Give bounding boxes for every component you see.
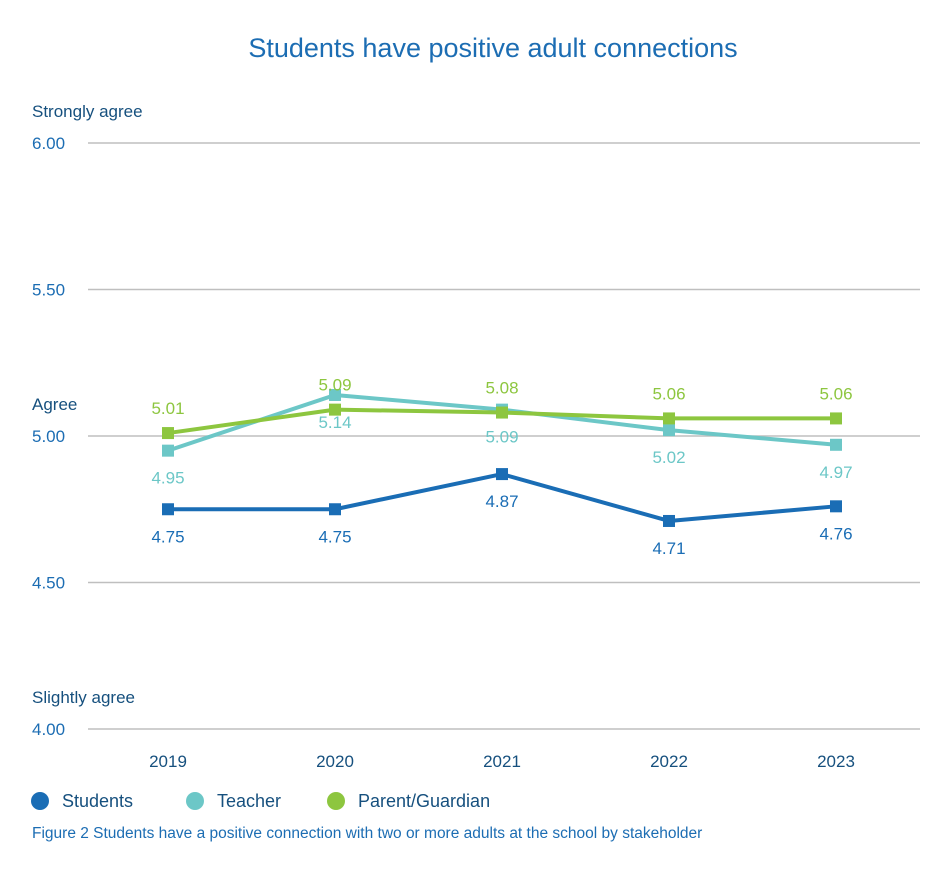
data-label: 5.09	[318, 376, 351, 395]
data-label: 4.97	[819, 463, 852, 482]
data-label: 4.87	[485, 492, 518, 511]
data-point	[329, 503, 341, 516]
chart-title: Students have positive adult connections	[248, 33, 737, 63]
y-tick-label: 5.50	[32, 281, 65, 300]
data-labels: 4.75 4.75 4.87 4.71 4.76 4.95 5.14 5.09 5.02 4.97…	[151, 376, 852, 558]
data-point	[162, 444, 174, 457]
legend-swatch	[31, 792, 49, 810]
scale-label: Agree	[32, 395, 77, 414]
legend-label: Parent/Guardian	[358, 791, 490, 811]
data-point	[830, 500, 842, 513]
x-tick-label: 2021	[483, 752, 521, 771]
data-point	[496, 468, 508, 481]
data-label: 4.75	[318, 527, 351, 546]
series-students	[162, 468, 842, 527]
data-point	[329, 403, 341, 416]
data-point	[663, 514, 675, 527]
data-label: 5.06	[819, 384, 852, 403]
data-label: 5.06	[652, 384, 685, 403]
data-point	[663, 412, 675, 425]
legend-label: Students	[62, 791, 133, 811]
y-tick-label: 5.00	[32, 427, 65, 446]
data-label: 5.09	[485, 428, 518, 447]
data-label: 4.75	[151, 527, 184, 546]
data-point	[830, 412, 842, 425]
data-point	[663, 424, 675, 437]
data-label: 5.08	[485, 379, 518, 398]
scale-label: Strongly agree	[32, 102, 143, 121]
data-point	[329, 388, 341, 401]
data-point	[496, 406, 508, 419]
legend-item: Students	[31, 791, 133, 811]
series	[162, 388, 842, 527]
x-tick-label: 2019	[149, 752, 187, 771]
data-label: 4.76	[819, 524, 852, 543]
x-axis-ticks: 2019 2020 2021 2022 2023	[149, 752, 855, 771]
data-point	[162, 503, 174, 516]
scale-labels: Strongly agree Agree Slightly agree	[32, 102, 143, 707]
legend-swatch	[186, 792, 204, 810]
figure-caption: Figure 2 Students have a positive connec…	[32, 825, 702, 842]
data-label: 4.71	[652, 539, 685, 558]
y-tick-label: 4.00	[32, 720, 65, 739]
data-label: 4.95	[151, 469, 184, 488]
x-tick-label: 2020	[316, 752, 354, 771]
legend-label: Teacher	[217, 791, 281, 811]
data-point	[830, 438, 842, 451]
legend: Students Teacher Parent/Guardian	[31, 791, 490, 811]
legend-item: Teacher	[186, 791, 281, 811]
gridlines	[88, 142, 920, 730]
y-axis-ticks: 6.00 5.50 5.00 4.50 4.00	[32, 134, 65, 739]
y-tick-label: 4.50	[32, 574, 65, 593]
x-tick-label: 2022	[650, 752, 688, 771]
legend-swatch	[327, 792, 345, 810]
data-label: 5.14	[318, 413, 351, 432]
scale-label: Slightly agree	[32, 688, 135, 707]
y-tick-label: 6.00	[32, 134, 65, 153]
data-point	[162, 427, 174, 440]
data-label: 5.01	[151, 399, 184, 418]
data-label: 5.02	[652, 448, 685, 467]
x-tick-label: 2023	[817, 752, 855, 771]
series-parent-guardian	[162, 403, 842, 440]
legend-item: Parent/Guardian	[327, 791, 490, 811]
